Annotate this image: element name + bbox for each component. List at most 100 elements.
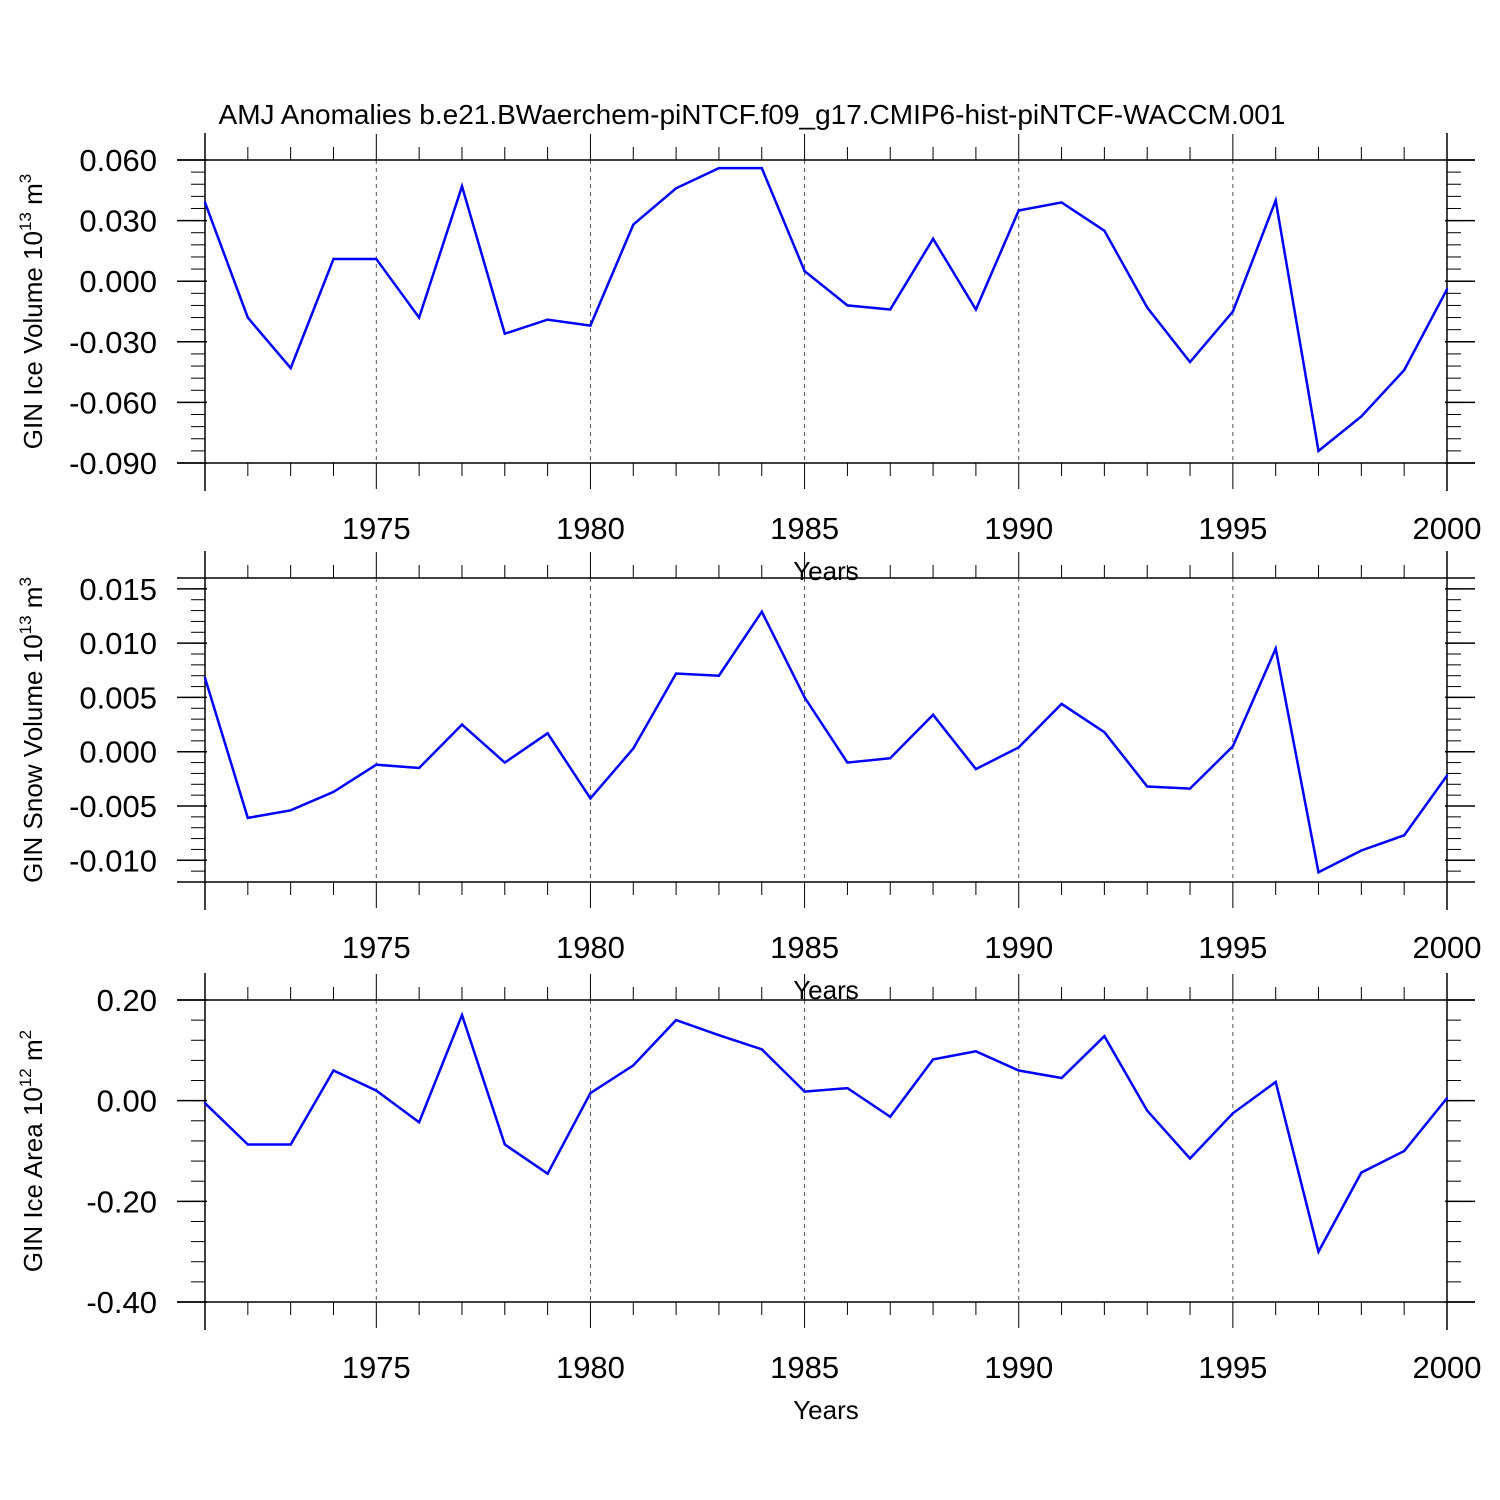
x-tick-label: 1980 (556, 511, 625, 546)
data-point (203, 676, 207, 680)
data-point (203, 201, 207, 204)
data-point (1017, 746, 1020, 749)
data-point (803, 696, 806, 699)
data-point (546, 732, 549, 735)
x-tick-label: 1995 (1198, 1350, 1267, 1385)
x-axis-label: Years (793, 556, 859, 586)
data-point (289, 1143, 292, 1146)
data-point (589, 324, 592, 327)
data-point (1017, 209, 1020, 212)
data-point (332, 257, 335, 261)
data-point (1317, 1250, 1320, 1253)
data-point (503, 761, 506, 764)
x-tick-label: 1990 (984, 930, 1053, 965)
data-point (632, 223, 635, 226)
data-point (460, 723, 464, 726)
data-point (460, 1013, 464, 1017)
data-point (931, 237, 935, 240)
data-point (589, 797, 592, 800)
data-point (760, 1048, 763, 1051)
data-point (503, 1143, 506, 1146)
data-point (1146, 1109, 1149, 1112)
data-point (1360, 415, 1363, 418)
y-axis-label: GIN Ice Area 1012 m2 (16, 1030, 48, 1272)
y-tick-label: 0.030 (79, 204, 157, 239)
data-point (1103, 1035, 1106, 1038)
data-point (1402, 834, 1406, 837)
x-tick-label: 1975 (342, 511, 411, 546)
data-point (846, 1086, 849, 1090)
y-tick-label: -0.060 (69, 385, 157, 420)
data-point (1445, 774, 1449, 777)
y-tick-label: -0.40 (86, 1285, 157, 1320)
data-point (717, 1034, 721, 1037)
data-point (1060, 702, 1063, 706)
x-tick-label: 1990 (984, 1350, 1053, 1385)
data-point (1445, 288, 1449, 291)
x-tick-label: 1995 (1198, 930, 1267, 965)
y-axis-label: GIN Snow Volume 1013 m3 (16, 577, 48, 883)
data-point (1060, 201, 1063, 204)
data-point (289, 809, 292, 812)
data-point (246, 316, 250, 319)
data-point (546, 1172, 549, 1175)
data-point (1317, 871, 1320, 874)
data-point (803, 1090, 806, 1093)
data-point (332, 1069, 335, 1072)
data-point (203, 1101, 207, 1105)
y-tick-label: 0.20 (97, 983, 157, 1018)
x-tick-label: 1985 (770, 1350, 839, 1385)
data-point (674, 187, 678, 190)
data-point (846, 761, 849, 764)
y-tick-label: -0.010 (69, 843, 157, 878)
data-point (1103, 229, 1106, 232)
y-tick-label: 0.00 (97, 1084, 157, 1119)
data-point (1188, 360, 1192, 364)
data-point (246, 816, 250, 820)
chart-panel-3: 0.20 0.00 -0.20 -0.40 1975 1980 1985 1990 1995 20… (16, 973, 1481, 1425)
y-tick-label: 0.015 (79, 572, 157, 607)
data-point (760, 610, 763, 613)
x-tick-label: 1975 (342, 1350, 411, 1385)
figure-title: AMJ Anomalies b.e21.BWaerchem-piNTCF.f09… (219, 99, 1286, 130)
data-point (1402, 368, 1406, 372)
x-tick-label: 1985 (770, 930, 839, 965)
data-point (889, 757, 892, 760)
panels: 0.060 0.030 0.000 -0.030 -0.060 -0.090 1975 198… (16, 133, 1481, 1425)
data-point (1231, 745, 1235, 748)
data-point (289, 366, 292, 370)
data-point (632, 747, 635, 750)
data-point (1188, 1157, 1192, 1160)
data-point (503, 332, 506, 335)
data-point (1360, 849, 1363, 852)
data-point (1231, 310, 1235, 313)
data-point (1317, 449, 1320, 453)
y-axis-label: GIN Ice Volume 1013 m3 (16, 174, 48, 450)
series-line (203, 166, 1449, 454)
data-point (1360, 1171, 1363, 1174)
data-point (1060, 1076, 1063, 1080)
y-tick-label: -0.20 (86, 1184, 157, 1219)
y-tick-label: 0.060 (79, 143, 157, 178)
y-tick-label: -0.005 (69, 789, 157, 824)
x-tick-label: 1995 (1198, 511, 1267, 546)
data-point (417, 1121, 421, 1124)
data-point (246, 1143, 250, 1146)
x-tick-label: 1980 (556, 1350, 625, 1385)
x-tick-label: 1975 (342, 930, 411, 965)
data-point (1274, 1080, 1277, 1084)
series-line (204, 1011, 1448, 1256)
y-tick-label: 0.005 (79, 680, 157, 715)
data-point (1146, 306, 1149, 309)
data-point (931, 713, 935, 716)
data-point (1017, 1069, 1020, 1072)
data-point (1274, 647, 1277, 650)
data-point (632, 1064, 635, 1067)
data-point (375, 1089, 378, 1092)
data-point (332, 790, 335, 794)
data-point (889, 1115, 892, 1118)
y-tick-label: 0.010 (79, 626, 157, 661)
chart-panel-1: 0.060 0.030 0.000 -0.030 -0.060 -0.090 1975 198… (16, 133, 1481, 586)
